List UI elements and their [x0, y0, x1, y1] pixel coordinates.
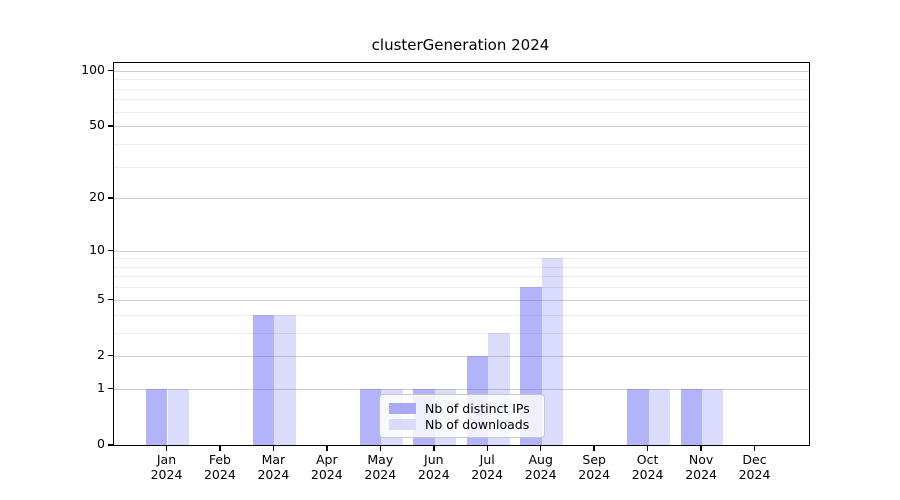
bar-downloads-jan: [167, 388, 189, 445]
legend-item-distinct-ips: Nb of distinct IPs: [389, 401, 535, 416]
bar-distinct-ips-nov: [680, 388, 703, 445]
y-tick: [108, 69, 113, 72]
y-gridline-minor: [114, 287, 809, 289]
y-tick: [108, 444, 113, 446]
x-tick-label: Mar 2024: [257, 452, 290, 482]
y-gridline-minor: [114, 111, 809, 113]
x-tick-label: Aug 2024: [524, 452, 557, 482]
legend: Nb of distinct IPs Nb of downloads: [379, 394, 545, 438]
y-gridline-major: [114, 299, 809, 301]
bar-downloads-nov: [702, 388, 724, 445]
y-gridline-minor: [114, 276, 809, 278]
y-gridline-minor: [114, 79, 809, 81]
x-tick: [165, 445, 168, 451]
legend-swatch-downloads: [389, 419, 416, 430]
y-gridline-major: [114, 355, 809, 357]
legend-label-downloads: Nb of downloads: [425, 417, 530, 432]
y-tick-label: 20: [89, 189, 105, 205]
y-gridline-minor: [114, 143, 809, 145]
x-tick: [646, 445, 649, 451]
y-gridline-minor: [114, 88, 809, 90]
y-tick: [108, 354, 113, 357]
y-gridline-minor: [114, 266, 809, 268]
y-gridline-major: [114, 198, 809, 200]
x-tick: [379, 445, 382, 451]
x-tick: [433, 445, 435, 451]
y-gridline-major: [114, 388, 809, 390]
bar-downloads-aug: [541, 258, 564, 445]
legend-label-distinct-ips: Nb of distinct IPs: [425, 401, 530, 416]
x-tick-label: May 2024: [364, 452, 397, 482]
x-tick-label: Jul 2024: [471, 452, 504, 482]
x-tick: [593, 445, 595, 451]
x-tick: [326, 445, 328, 451]
y-tick: [108, 387, 113, 390]
bar-downloads-mar: [274, 314, 296, 445]
bar-downloads-oct: [648, 388, 670, 445]
x-tick: [539, 445, 542, 451]
legend-item-downloads: Nb of downloads: [389, 417, 535, 432]
y-tick: [108, 249, 113, 251]
y-tick-label: 1: [97, 379, 105, 395]
y-gridline-minor: [114, 166, 809, 168]
y-tick-label: 5: [97, 290, 105, 306]
x-tick: [753, 445, 756, 451]
bar-distinct-ips-jan: [146, 388, 168, 445]
x-tick: [272, 445, 275, 451]
y-gridline-minor: [114, 99, 809, 101]
x-tick-label: Feb 2024: [203, 452, 236, 482]
x-tick: [219, 445, 221, 451]
bar-distinct-ips-mar: [253, 314, 275, 445]
y-gridline-minor: [114, 332, 809, 334]
x-tick-label: Apr 2024: [310, 452, 343, 482]
plot-area: Nb of distinct IPs Nb of downloads: [113, 62, 810, 446]
x-tick-label: Sep 2024: [578, 452, 611, 482]
y-tick-label: 2: [97, 346, 105, 362]
y-tick: [108, 197, 113, 199]
y-tick-label: 10: [89, 241, 105, 257]
x-tick: [486, 445, 488, 451]
y-gridline-minor: [114, 258, 809, 260]
y-gridline-major: [114, 250, 809, 252]
y-gridline-major: [114, 126, 809, 128]
legend-swatch-distinct-ips: [389, 403, 416, 414]
x-tick-label: Jun 2024: [417, 452, 450, 482]
chart-title: clusterGeneration 2024: [371, 36, 550, 54]
y-tick-label: 50: [89, 117, 105, 133]
y-tick-label: 100: [81, 61, 105, 77]
y-gridline-major: [114, 70, 809, 72]
x-tick: [700, 445, 702, 451]
bar-distinct-ips-oct: [627, 388, 649, 445]
x-tick-label: Dec 2024: [738, 452, 771, 482]
y-tick: [108, 298, 113, 301]
y-tick: [108, 125, 113, 127]
y-tick-label: 0: [97, 436, 105, 451]
bar-distinct-ips-may: [359, 388, 382, 445]
x-tick-label: Oct 2024: [631, 452, 664, 482]
x-tick-label: Nov 2024: [685, 452, 717, 482]
y-gridline-minor: [114, 314, 809, 316]
x-tick-label: Jan 2024: [150, 452, 183, 482]
